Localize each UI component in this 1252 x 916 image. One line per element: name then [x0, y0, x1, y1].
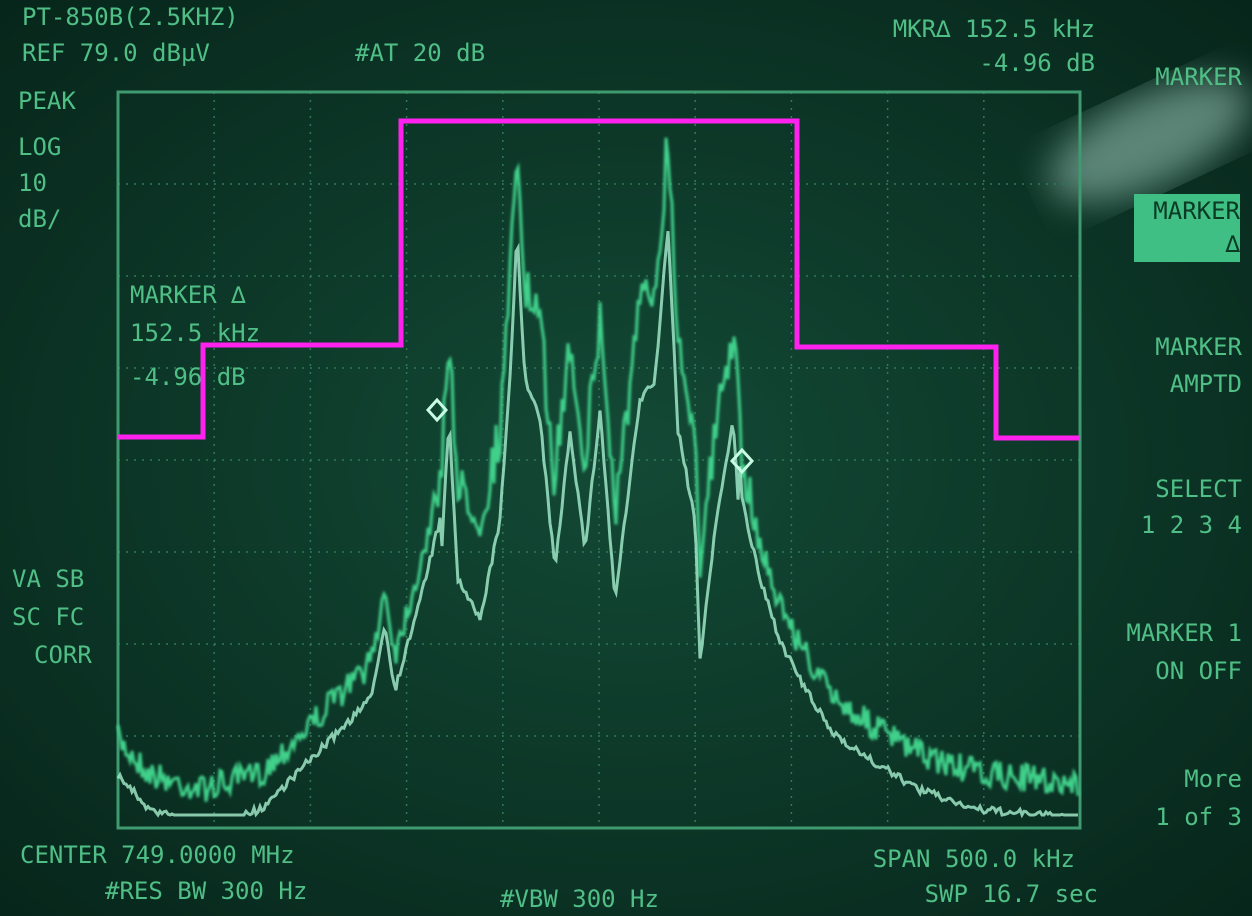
softkey-label[interactable]: ON OFF — [1155, 657, 1242, 685]
softkey-label[interactable]: AMPTD — [1170, 370, 1242, 398]
glare — [1048, 78, 1252, 202]
attenuation: #AT 20 dB — [355, 39, 485, 67]
softkey-label[interactable]: MARKER — [1155, 333, 1242, 361]
softkey-label[interactable]: MARKER — [1153, 197, 1240, 225]
scale-label: PEAK — [18, 87, 76, 115]
marker-readout: -4.96 dB — [979, 49, 1095, 77]
softkey-label[interactable]: ∆ — [1225, 230, 1241, 258]
marker-diamond — [729, 447, 755, 475]
center-frequency: CENTER 749.0000 MHz — [20, 841, 295, 869]
scale-label: 10 — [18, 169, 47, 197]
average-trace — [116, 231, 1078, 819]
softkey-highlight[interactable] — [1134, 194, 1240, 262]
softkey-label[interactable]: More — [1184, 765, 1242, 793]
marker-annotation: MARKER ∆ — [130, 281, 246, 309]
reference-level: REF 79.0 dBµV — [22, 39, 210, 67]
span: SPAN 500.0 kHz — [873, 845, 1075, 873]
scale-label: dB/ — [18, 205, 61, 233]
softkey-label[interactable]: 1 2 3 4 — [1141, 511, 1242, 539]
marker-annotation: 152.5 kHz — [130, 319, 260, 347]
resolution-bandwidth: #RES BW 300 Hz — [105, 877, 307, 905]
softkey-label[interactable]: SELECT — [1155, 475, 1242, 503]
scale-label: LOG — [18, 133, 61, 161]
softkey-label[interactable]: MARKER — [1155, 63, 1242, 91]
softkey-label[interactable]: 1 of 3 — [1155, 803, 1242, 831]
marker-diamond — [425, 397, 449, 423]
spectrum-mask — [118, 118, 1080, 441]
graticule-frame — [116, 90, 1082, 830]
sweep-time: SWP 16.7 sec — [925, 880, 1098, 908]
correction-label: SC FC — [12, 603, 84, 631]
marker-readout: MKR∆ 152.5 kHz — [893, 15, 1095, 43]
softkey-label[interactable]: MARKER 1 — [1126, 619, 1242, 647]
marker-annotation: -4.96 dB — [130, 363, 246, 391]
correction-label: CORR — [34, 641, 92, 669]
correction-label: VA SB — [12, 565, 84, 593]
video-bandwidth: #VBW 300 Hz — [500, 885, 659, 913]
header-title: PT-850B(2.5KHZ) — [22, 3, 239, 31]
spectrum-trace — [116, 137, 1080, 802]
